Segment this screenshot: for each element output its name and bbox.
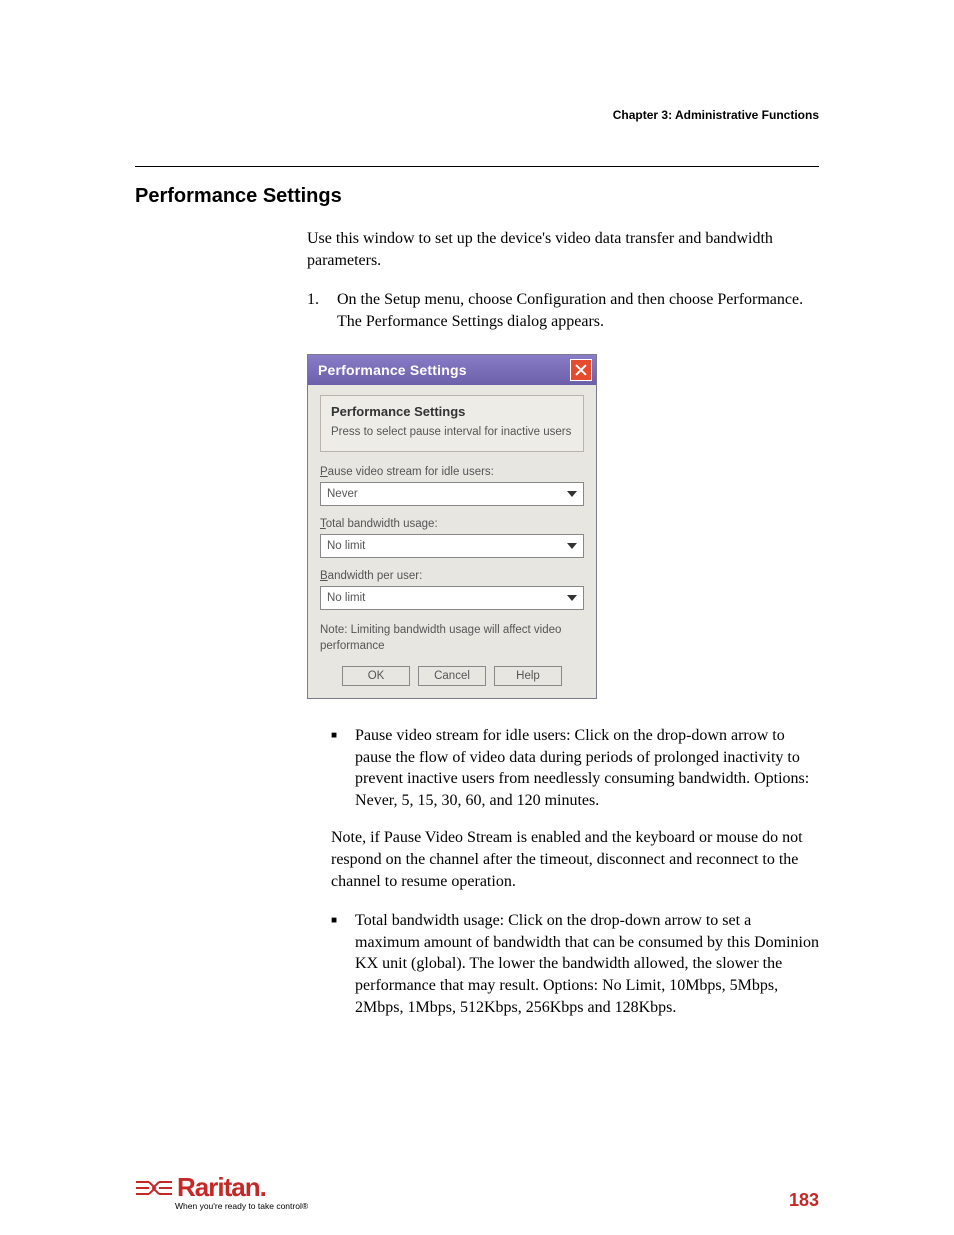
bullet-icon: ■ [331,910,337,1018]
bullet-text: Total bandwidth usage: Click on the drop… [355,910,819,1018]
bullet-note: Note, if Pause Video Stream is enabled a… [331,827,819,892]
close-icon[interactable] [570,359,592,381]
total-bandwidth-select[interactable]: No limit [320,534,584,558]
bullet-icon: ■ [331,725,337,811]
pause-label: Pause video stream for idle users: [320,466,584,478]
performance-settings-dialog: Performance Settings Performance Setting… [307,354,597,699]
bandwidth-per-user-label: Bandwidth per user: [320,570,584,582]
dialog-title: Performance Settings [318,362,467,378]
chevron-down-icon [567,543,577,549]
panel-subtitle: Press to select pause interval for inact… [331,425,573,441]
bullet-text: Pause video stream for idle users: Click… [355,725,819,811]
help-button[interactable]: Help [494,666,562,686]
bullet-item: ■ Pause video stream for idle users: Cli… [331,725,819,811]
panel-title: Performance Settings [331,404,573,419]
brand-name: Raritan. [177,1172,266,1203]
chevron-down-icon [567,491,577,497]
pause-select-value: Never [327,488,358,500]
bandwidth-note: Note: Limiting bandwidth usage will affe… [320,622,584,654]
intro-paragraph: Use this window to set up the device's v… [307,228,819,271]
chapter-header: Chapter 3: Administrative Functions [135,108,819,122]
ok-button[interactable]: OK [342,666,410,686]
bandwidth-per-user-value: No limit [327,592,365,604]
total-bandwidth-label: Total bandwidth usage: [320,518,584,530]
chevron-down-icon [567,595,577,601]
divider [135,166,819,167]
total-bandwidth-value: No limit [327,540,365,552]
step-item: 1. On the Setup menu, choose Configurati… [307,289,819,332]
step-number: 1. [307,289,319,332]
raritan-icon [135,1176,173,1200]
info-panel: Performance Settings Press to select pau… [320,395,584,452]
bullet-item: ■ Total bandwidth usage: Click on the dr… [331,910,819,1018]
dialog-titlebar: Performance Settings [308,355,596,385]
brand-tagline: When you're ready to take control® [175,1201,308,1211]
step-text: On the Setup menu, choose Configuration … [337,289,819,332]
bandwidth-per-user-select[interactable]: No limit [320,586,584,610]
page-number: 183 [789,1190,819,1211]
cancel-button[interactable]: Cancel [418,666,486,686]
brand-logo: Raritan. When you're ready to take contr… [135,1172,308,1211]
section-heading: Performance Settings [135,185,819,208]
pause-select[interactable]: Never [320,482,584,506]
